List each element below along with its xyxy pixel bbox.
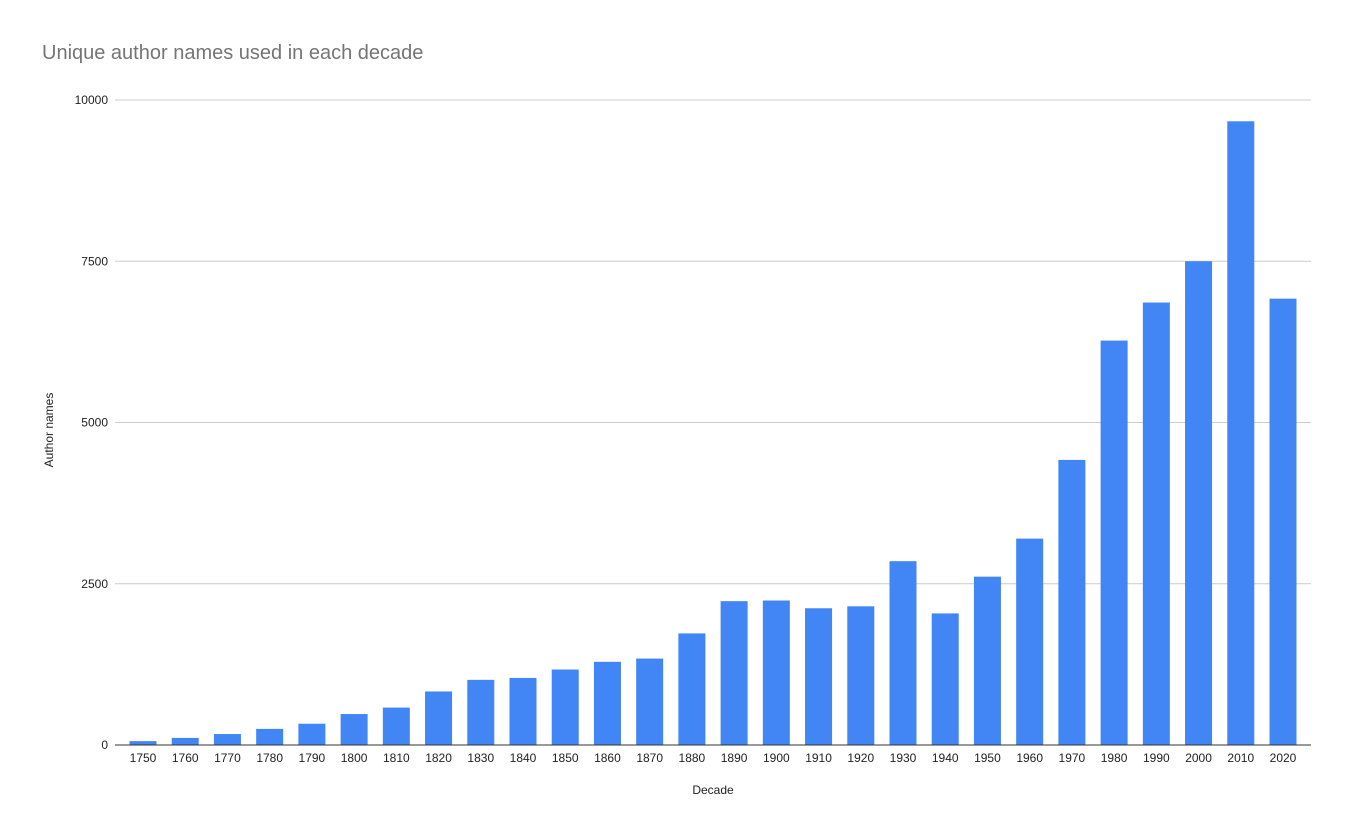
x-tick-label: 1990 bbox=[1143, 751, 1170, 765]
labels: 0 2500 5000 7500 10000 1750 1760 1770 1780 1790 18… bbox=[42, 93, 1297, 797]
bar-1870 bbox=[636, 658, 664, 745]
bar-1930 bbox=[889, 561, 917, 745]
x-tick-label: 1780 bbox=[256, 751, 283, 765]
bar-1850 bbox=[551, 669, 579, 745]
x-axis-title: Decade bbox=[692, 783, 734, 797]
bar-1950 bbox=[973, 576, 1001, 745]
x-tick-label: 1810 bbox=[383, 751, 410, 765]
bar-1830 bbox=[467, 679, 495, 745]
bar-1760 bbox=[171, 737, 199, 745]
bar-1750 bbox=[129, 741, 157, 745]
x-tick-label: 1900 bbox=[763, 751, 790, 765]
x-tick-label: 1910 bbox=[805, 751, 832, 765]
chart-title: Unique author names used in each decade bbox=[42, 42, 424, 64]
bar-1970 bbox=[1058, 459, 1086, 745]
x-tick-label: 1930 bbox=[890, 751, 917, 765]
bar-1980 bbox=[1100, 340, 1128, 745]
x-tick-label: 1770 bbox=[214, 751, 241, 765]
bar-1780 bbox=[256, 728, 284, 745]
x-tick-label: 1890 bbox=[721, 751, 748, 765]
bar-1820 bbox=[425, 691, 453, 745]
bar-1920 bbox=[847, 606, 875, 745]
bars bbox=[129, 121, 1297, 745]
bar-1860 bbox=[593, 661, 621, 745]
x-tick-label: 1800 bbox=[341, 751, 368, 765]
x-tick-label: 1840 bbox=[510, 751, 537, 765]
x-tick-label: 1950 bbox=[974, 751, 1001, 765]
gridlines bbox=[115, 99, 1311, 585]
x-tick-label: 1980 bbox=[1101, 751, 1128, 765]
x-tick-label: 1760 bbox=[172, 751, 199, 765]
x-tick-label: 2000 bbox=[1185, 751, 1212, 765]
x-tick-label: 1820 bbox=[425, 751, 452, 765]
bar-2020 bbox=[1269, 298, 1297, 745]
bar-1840 bbox=[509, 677, 537, 745]
bar-1880 bbox=[678, 633, 706, 745]
x-tick-label: 1940 bbox=[932, 751, 959, 765]
bar-2000 bbox=[1185, 261, 1213, 745]
y-tick-label: 7500 bbox=[81, 254, 108, 268]
y-tick-label: 5000 bbox=[81, 416, 108, 430]
x-tick-label: 2010 bbox=[1227, 751, 1254, 765]
x-tick-label: 1870 bbox=[636, 751, 663, 765]
y-tick-label: 0 bbox=[101, 738, 108, 752]
x-tick-label: 1790 bbox=[299, 751, 326, 765]
bar-1790 bbox=[298, 723, 326, 745]
x-tick-label: 1860 bbox=[594, 751, 621, 765]
x-tick-label: 1960 bbox=[1016, 751, 1043, 765]
x-tick-label: 1970 bbox=[1059, 751, 1086, 765]
x-tick-label: 1830 bbox=[467, 751, 494, 765]
bar-1910 bbox=[805, 608, 833, 745]
bar-1960 bbox=[1016, 538, 1044, 745]
bar-1810 bbox=[382, 707, 410, 745]
bar-1890 bbox=[720, 601, 748, 745]
y-tick-label: 2500 bbox=[81, 577, 108, 591]
x-tick-label: 2020 bbox=[1270, 751, 1297, 765]
x-tick-label: 1880 bbox=[679, 751, 706, 765]
x-tick-label: 1850 bbox=[552, 751, 579, 765]
bar-1990 bbox=[1142, 302, 1170, 745]
bar-2010 bbox=[1227, 121, 1255, 745]
bar-1770 bbox=[213, 734, 241, 745]
y-axis-title: Author names bbox=[42, 393, 56, 468]
y-tick-label: 10000 bbox=[75, 93, 109, 107]
bar-1800 bbox=[340, 714, 368, 745]
x-tick-label: 1920 bbox=[847, 751, 874, 765]
bar-1940 bbox=[931, 613, 959, 745]
bar-1900 bbox=[762, 600, 790, 745]
x-tick-label: 1750 bbox=[130, 751, 157, 765]
